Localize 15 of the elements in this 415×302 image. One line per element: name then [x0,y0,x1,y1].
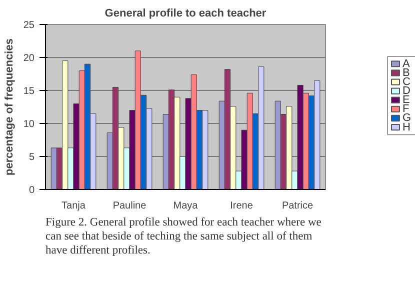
x-tick-label: Irene [230,200,254,212]
x-tick-label: Pauline [112,200,147,212]
y-tick-label: 5 [28,152,35,163]
y-axis-title: percentage of frequencies [3,38,16,176]
x-tick-label: Patrice [282,200,314,212]
caption: Figure 2. General profile showed for each teacher where we can see that beside of teching the same subject all of them have different profiles. [46,216,322,256]
legend-label: H [402,121,410,134]
y-tick-label: 20 [23,53,35,64]
x-tick-label: Tanja [62,200,86,212]
y-tick-label: 0 [28,185,35,196]
y-tick-label: 10 [23,119,35,130]
x-tick-label: Maya [173,200,198,212]
y-tick-label: 15 [23,86,35,97]
y-tick-label: 25 [23,20,35,31]
chart-title: General profile to each teacher [104,8,267,20]
